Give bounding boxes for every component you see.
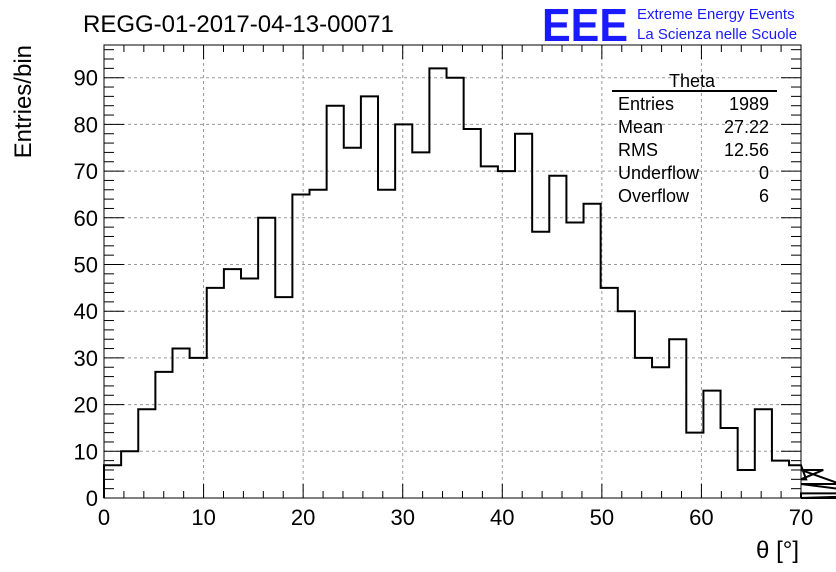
stats-row-value: 0 <box>759 163 769 183</box>
x-tick-label: 60 <box>689 505 713 530</box>
x-axis-label: θ [°] <box>756 537 799 564</box>
stats-box-title: Theta <box>669 71 716 91</box>
logo: EEE Extreme Energy Events La Scienza nel… <box>542 0 797 51</box>
stats-row-label: Overflow <box>618 186 690 206</box>
y-tick-label: 30 <box>74 346 98 371</box>
logo-mark: EEE <box>542 0 628 51</box>
stats-row-value: 27.22 <box>724 117 769 137</box>
x-tick-label: 10 <box>191 505 215 530</box>
y-tick-label: 90 <box>74 66 98 91</box>
y-tick-labels: 0 10 20 30 40 50 60 70 80 90 <box>74 66 98 511</box>
y-tick-label: 0 <box>86 486 98 511</box>
grid-lines <box>104 45 801 498</box>
y-tick-label: 50 <box>74 252 98 277</box>
stats-row-value: 6 <box>759 186 769 206</box>
x-tick-labels: 0 10 20 30 40 50 60 70 <box>98 505 813 530</box>
x-tick-label: 20 <box>291 505 315 530</box>
x-tick-label: 40 <box>490 505 514 530</box>
stats-box: Theta Entries 1989 Mean 27.22 RMS 12.56 Underf… <box>612 71 777 206</box>
x-tick-label: 50 <box>590 505 614 530</box>
x-tick-label: 30 <box>390 505 414 530</box>
y-tick-label: 10 <box>74 439 98 464</box>
x-tick-label: 70 <box>789 505 813 530</box>
y-axis-label: Entries/bin <box>10 45 37 158</box>
y-tick-label: 20 <box>74 393 98 418</box>
x-tick-label: 0 <box>98 505 110 530</box>
chart-title: REGG-01-2017-04-13-00071 <box>83 11 394 38</box>
logo-line2: La Scienza nelle Scuole <box>637 26 797 43</box>
axis-ticks <box>103 45 802 499</box>
stats-row-label: Entries <box>618 94 674 114</box>
y-tick-label: 40 <box>74 299 98 324</box>
histogram-series <box>103 67 836 499</box>
y-tick-label: 60 <box>74 206 98 231</box>
stats-row-value: 12.56 <box>724 140 769 160</box>
stats-row-value: 1989 <box>729 94 769 114</box>
stats-row-label: RMS <box>618 140 658 160</box>
stats-row-label: Mean <box>618 117 663 137</box>
stats-row-label: Underflow <box>618 163 700 183</box>
logo-line1: Extreme Energy Events <box>637 6 795 23</box>
y-tick-label: 80 <box>74 112 98 137</box>
plot-frame <box>103 44 802 499</box>
y-tick-label: 70 <box>74 159 98 184</box>
